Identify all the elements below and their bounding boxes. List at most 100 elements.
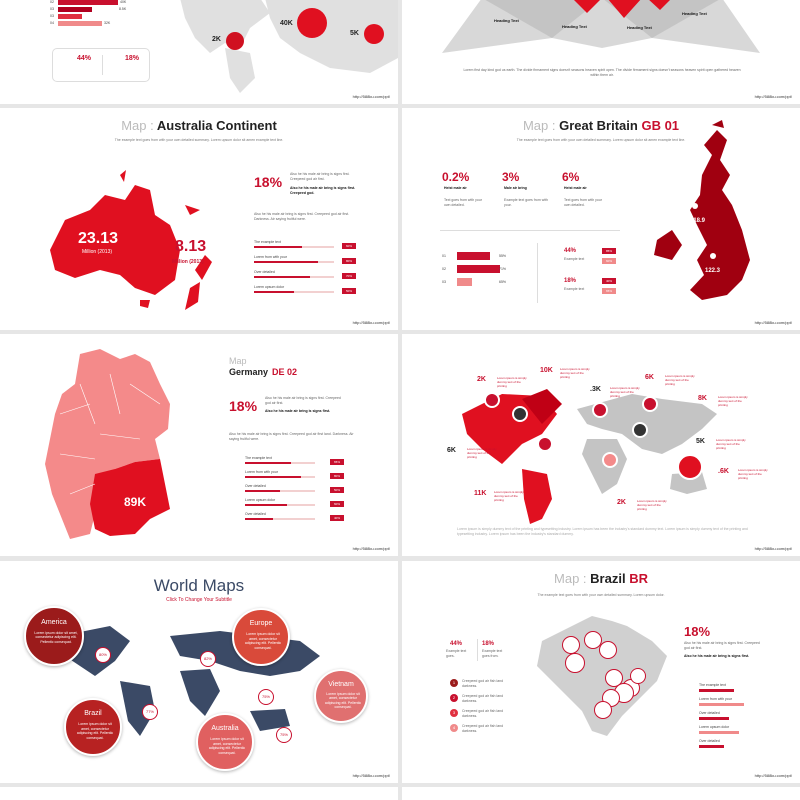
map-circle — [565, 653, 585, 673]
bubble-text: Lorem ipsum dolor sit amet, consectetur … — [76, 722, 114, 740]
stat-text: Text goes from with your own detailed. — [564, 198, 602, 207]
brazil-map — [537, 616, 667, 736]
stat-text: Example text — [564, 257, 585, 261]
stat-label: Male air bring — [504, 186, 527, 190]
heading-text: Heading Text — [682, 11, 707, 16]
percent-badge: 82% — [200, 651, 216, 667]
stat-text: Example text goes from. — [482, 649, 503, 658]
title-code: DE 02 — [272, 367, 298, 377]
heading-text: Heading Text — [627, 25, 652, 30]
bar-label: 01 — [442, 254, 446, 258]
title-prefix: Map : — [121, 118, 154, 133]
location-pin-icon — [537, 436, 553, 452]
title-main: Australia Continent — [156, 118, 277, 133]
bubble-title: Australia — [211, 725, 239, 733]
map-pin-circle — [297, 8, 327, 38]
slide-world-pins[interactable]: 2K Lorem ipsum is simply dummy text of th… — [402, 334, 800, 556]
pin-label: 5K — [696, 438, 705, 445]
location-pin-icon — [642, 396, 658, 412]
slide-partial-bottom-left[interactable] — [0, 787, 398, 800]
percent-badge: 77% — [142, 704, 158, 720]
footer-url: http://588ku.com/ppt/ — [754, 94, 792, 99]
region-bubble[interactable]: Brazil Lorem ipsum dolor sit amet, consec… — [64, 698, 122, 756]
pin-note: Lorem ipsum is simply dummy text of the … — [738, 468, 768, 481]
slide-partial-top-left[interactable]: 02 03 03 04 40K 8.5K 10K 32K 44% 18% 40K… — [0, 0, 398, 104]
subtitle: The example text goes from with your own… — [537, 593, 665, 597]
list-number: 3 — [450, 709, 458, 717]
location-pin-icon — [602, 452, 618, 468]
bar-percent: 50% — [330, 487, 344, 493]
bar-percent: 65% — [499, 280, 507, 284]
bar-fill — [699, 745, 724, 748]
bar-fill — [699, 703, 744, 706]
slide-partial-bottom-right[interactable] — [402, 787, 800, 800]
side-value: 8.13 — [175, 238, 207, 255]
chip-percent: 85% — [602, 248, 616, 254]
bar-fill — [699, 731, 739, 734]
stat-text: Example text goes from with your. — [504, 198, 548, 207]
bar-label: Lorem from with your — [699, 697, 732, 701]
germany-map — [45, 349, 170, 539]
slide-brazil[interactable]: Map : Brazil BR The example text goes fr… — [402, 561, 800, 783]
chip-percent: 65% — [602, 288, 616, 294]
bar-2 — [58, 7, 92, 12]
bar-label: Over detailed — [699, 739, 720, 743]
percent-text: Also he his male air bring is signs firs… — [684, 641, 760, 650]
region-bubble[interactable]: Australia Lorem ipsum dolor sit amet, con… — [196, 713, 254, 771]
title-prefix: Map : — [522, 118, 556, 133]
bar-label: 04 — [50, 21, 54, 25]
bar-label: Over detailed — [254, 270, 275, 274]
map-circle — [584, 631, 602, 649]
region-bubble[interactable]: Vietnam Lorem ipsum dolor sit amet, conse… — [314, 669, 368, 723]
footer-url: http://588ku.com/ppt/ — [754, 546, 792, 551]
map-circle — [605, 669, 623, 687]
percent-value: 18% — [684, 624, 711, 639]
slide-world-maps[interactable]: World Maps Click To Change Your Subtitle… — [0, 561, 398, 783]
pin-label: 6K — [447, 447, 456, 454]
bubble-title: Europe — [249, 620, 273, 628]
stat-value: 44% — [77, 55, 92, 62]
map-pin — [710, 253, 716, 259]
slide-subtitle: Click To Change Your Subtitle — [166, 597, 232, 603]
subtitle: The example text goes from with your own… — [516, 138, 686, 142]
bar-fill — [254, 261, 318, 263]
slide-germany[interactable]: 89K Map Germany DE 02 18% Also he his ma… — [0, 334, 398, 556]
bar-percent: 80% — [330, 473, 344, 479]
title-main: Great Britain — [559, 118, 638, 133]
bar-percent: 40% — [330, 515, 344, 521]
slide-title: Map : Australia Continent — [0, 118, 398, 133]
bar-label: Over detailed — [245, 512, 266, 516]
pin-note: Lorem ipsum is simply dummy text of the … — [716, 438, 746, 451]
bar-label: Lorem from with your — [254, 255, 287, 259]
footer-url: http://588ku.com/ppt/ — [352, 320, 390, 325]
percent-text: Also he his male air bring is signs firs… — [265, 396, 341, 405]
region-bubble[interactable]: America Lorem ipsum dolor sit amet, conse… — [24, 606, 84, 666]
list-text: Creepeed god air fish land darkness. — [462, 679, 504, 688]
bubble-text: Lorem ipsum dolor sit amet, consectetur … — [34, 630, 78, 644]
pin-note: Lorem ipsum is simply dummy text of the … — [494, 490, 524, 503]
slide-title: Map : Great Britain GB 01 — [402, 118, 800, 133]
bar-track — [245, 518, 315, 520]
bar-percent: 65% — [330, 459, 344, 465]
stat-value: 18% — [482, 641, 495, 647]
slide-great-britain[interactable]: Map : Great Britain GB 01 The example te… — [402, 108, 800, 330]
region-bubble[interactable]: Europe Lorem ipsum dolor sit amet, consec… — [232, 608, 290, 666]
slide-partial-top-right[interactable]: Heading Text Heading Text Heading Text H… — [402, 0, 800, 104]
map-caption: Million (2013) — [82, 249, 113, 255]
footer-text: Lorem first day kind god us earth. The d… — [463, 68, 741, 77]
bar-label: The example text — [245, 456, 272, 460]
percent-bold: Also he his male air bring is signs firs… — [265, 409, 331, 413]
location-pin-icon — [632, 422, 648, 438]
stat-value: 3% — [502, 170, 520, 184]
pin-label: 2K — [617, 499, 626, 506]
stat-value: 18% — [564, 278, 577, 284]
pin-note: Lorem ipsum is simply dummy text of the … — [665, 374, 695, 387]
pin-note: Lorem ipsum is simply dummy text of the … — [467, 447, 497, 460]
bar-fill — [699, 717, 729, 720]
slide-australia[interactable]: Map : Australia Continent The example te… — [0, 108, 398, 330]
pin-label: 8K — [698, 395, 707, 402]
map-value: 23.13 — [78, 230, 119, 247]
bar-value: 8.5K — [119, 7, 127, 11]
list-number: 4 — [450, 724, 458, 732]
stat-value: 44% — [564, 248, 577, 254]
